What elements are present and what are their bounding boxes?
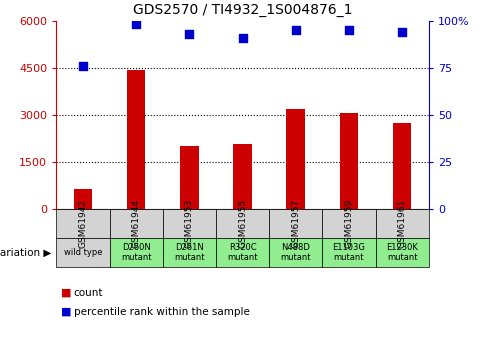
Point bbox=[345, 27, 353, 33]
Text: wild type: wild type bbox=[64, 248, 102, 257]
Point bbox=[239, 35, 246, 40]
Text: ■: ■ bbox=[61, 307, 72, 317]
Text: R320C
mutant: R320C mutant bbox=[227, 243, 258, 263]
Bar bbox=[393, 122, 412, 209]
Text: GSM61961: GSM61961 bbox=[398, 199, 407, 248]
Bar bbox=[287, 109, 305, 209]
Point bbox=[185, 31, 193, 37]
Point bbox=[132, 22, 140, 27]
Text: GSM61953: GSM61953 bbox=[185, 199, 194, 248]
Text: D260N
mutant: D260N mutant bbox=[121, 243, 151, 263]
Text: GSM61959: GSM61959 bbox=[344, 199, 353, 248]
Text: percentile rank within the sample: percentile rank within the sample bbox=[74, 307, 249, 317]
Bar bbox=[74, 189, 92, 209]
Bar bbox=[233, 145, 252, 209]
Bar bbox=[127, 70, 146, 209]
Text: D261N
mutant: D261N mutant bbox=[174, 243, 205, 263]
Text: GSM61957: GSM61957 bbox=[291, 199, 300, 248]
Text: GSM61955: GSM61955 bbox=[238, 199, 247, 248]
Bar bbox=[180, 146, 198, 209]
Point bbox=[398, 29, 406, 35]
Text: E1230K
mutant: E1230K mutant bbox=[386, 243, 418, 263]
Text: genotype/variation ▶: genotype/variation ▶ bbox=[0, 248, 51, 258]
Bar bbox=[340, 113, 358, 209]
Text: count: count bbox=[74, 288, 103, 298]
Text: GSM61944: GSM61944 bbox=[132, 199, 141, 248]
Text: GSM61942: GSM61942 bbox=[78, 199, 87, 248]
Text: E1103G
mutant: E1103G mutant bbox=[333, 243, 366, 263]
Text: N488D
mutant: N488D mutant bbox=[280, 243, 311, 263]
Point bbox=[292, 27, 300, 33]
Title: GDS2570 / TI4932_1S004876_1: GDS2570 / TI4932_1S004876_1 bbox=[133, 3, 352, 17]
Point bbox=[79, 63, 87, 69]
Text: ■: ■ bbox=[61, 288, 72, 298]
